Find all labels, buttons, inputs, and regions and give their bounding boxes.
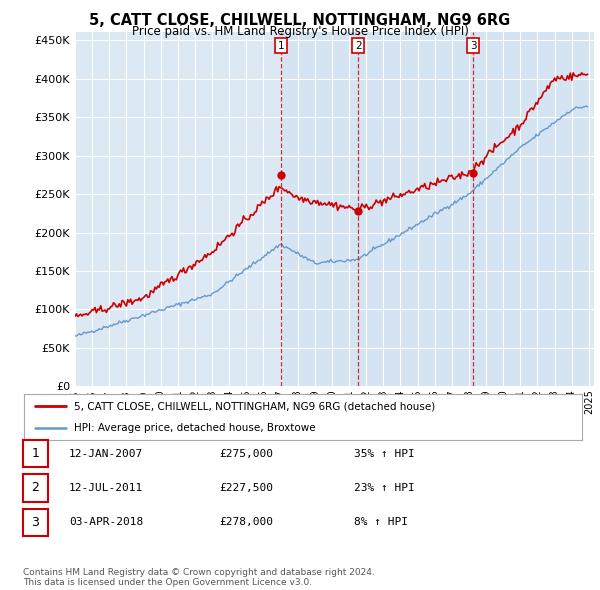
Text: Price paid vs. HM Land Registry's House Price Index (HPI): Price paid vs. HM Land Registry's House … [131, 25, 469, 38]
Text: 03-APR-2018: 03-APR-2018 [69, 517, 143, 527]
Text: 23% ↑ HPI: 23% ↑ HPI [354, 483, 415, 493]
Text: 1: 1 [31, 447, 40, 460]
Text: 3: 3 [470, 41, 476, 51]
Text: 2: 2 [355, 41, 362, 51]
Text: 35% ↑ HPI: 35% ↑ HPI [354, 449, 415, 458]
Bar [281, 32, 358, 386]
Text: 3: 3 [31, 516, 40, 529]
Text: 5, CATT CLOSE, CHILWELL, NOTTINGHAM, NG9 6RG (detached house): 5, CATT CLOSE, CHILWELL, NOTTINGHAM, NG9… [74, 401, 436, 411]
Text: £227,500: £227,500 [219, 483, 273, 493]
Text: £278,000: £278,000 [219, 517, 273, 527]
Text: 12-JAN-2007: 12-JAN-2007 [69, 449, 143, 458]
Text: 2: 2 [31, 481, 40, 494]
Text: 8% ↑ HPI: 8% ↑ HPI [354, 517, 408, 527]
Text: HPI: Average price, detached house, Broxtowe: HPI: Average price, detached house, Brox… [74, 423, 316, 433]
Text: 12-JUL-2011: 12-JUL-2011 [69, 483, 143, 493]
Bar [358, 32, 473, 386]
Bar [473, 32, 589, 386]
Text: 5, CATT CLOSE, CHILWELL, NOTTINGHAM, NG9 6RG: 5, CATT CLOSE, CHILWELL, NOTTINGHAM, NG9… [89, 13, 511, 28]
Text: 1: 1 [278, 41, 284, 51]
Text: Contains HM Land Registry data © Crown copyright and database right 2024.
This d: Contains HM Land Registry data © Crown c… [23, 568, 374, 587]
Text: £275,000: £275,000 [219, 449, 273, 458]
